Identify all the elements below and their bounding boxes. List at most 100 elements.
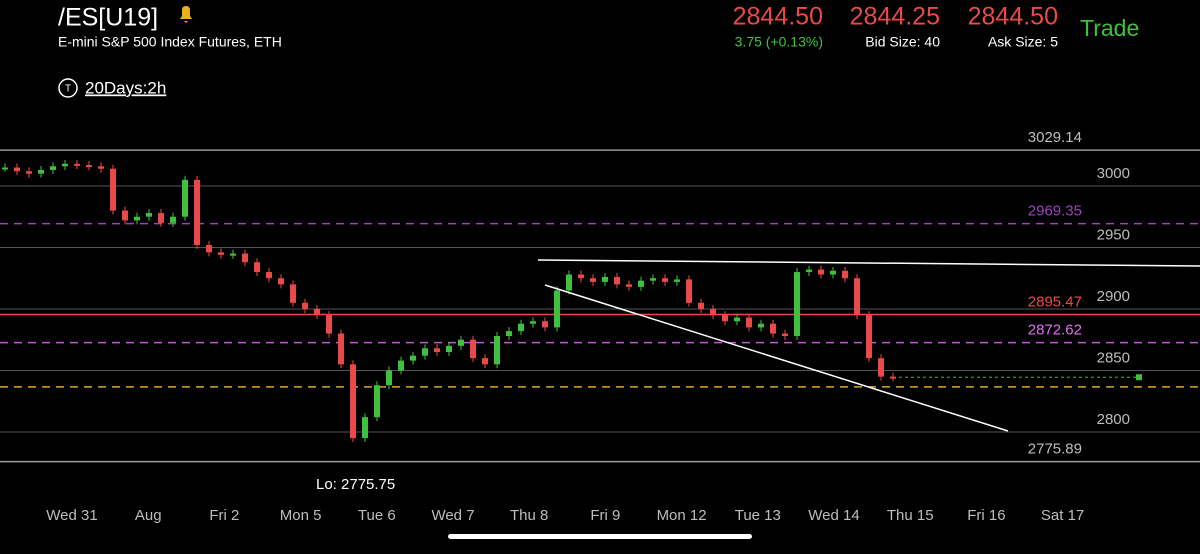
candle-body <box>98 166 104 169</box>
candle-body <box>278 278 284 285</box>
x-tick-label: Sat 17 <box>1041 507 1084 524</box>
candle-body <box>38 169 44 174</box>
candle-body <box>422 348 428 356</box>
x-tick-label: Wed 14 <box>808 507 859 524</box>
alert-bell[interactable] <box>180 6 192 23</box>
candle-body <box>194 179 200 245</box>
candle-body <box>314 308 320 316</box>
x-tick-label: Fri 2 <box>209 507 239 524</box>
price-level-label: 2872.62 <box>1028 322 1082 339</box>
y-tick-label: 2850 <box>1097 349 1130 366</box>
x-tick-label: Wed 7 <box>431 507 474 524</box>
current-price-marker <box>1136 374 1142 381</box>
candle-body <box>386 370 392 386</box>
candle-body <box>302 302 308 309</box>
candle-body <box>674 279 680 282</box>
timeframe-icon-label: T <box>65 84 71 95</box>
candle-body <box>26 171 32 174</box>
x-tick-label: Wed 31 <box>46 507 97 524</box>
candle-body <box>230 253 236 256</box>
candle-body <box>626 284 632 287</box>
candle-body <box>206 244 212 253</box>
trade-button[interactable]: Trade <box>1080 15 1139 41</box>
candle-body <box>890 376 896 379</box>
candle-body <box>782 333 788 337</box>
x-tick-label: Thu 15 <box>887 507 934 524</box>
candle-body <box>434 348 440 353</box>
timeframe[interactable]: 20Days:2h <box>85 78 166 97</box>
candle-body <box>326 315 332 334</box>
symbol: /ES[U19] <box>58 4 158 32</box>
candle-body <box>290 284 296 303</box>
y-tick-label: 3000 <box>1097 165 1130 182</box>
candle-body <box>794 272 800 337</box>
candle-body <box>374 385 380 418</box>
x-tick-label: Fri 9 <box>590 507 620 524</box>
candle-body <box>458 339 464 346</box>
candle-body <box>110 168 116 211</box>
price-level-label: 2775.89 <box>1028 441 1082 458</box>
x-tick-label: Fri 16 <box>967 507 1005 524</box>
candle-body <box>602 276 608 282</box>
trendline-lower <box>544 284 1009 432</box>
price-level-label: 2969.35 <box>1028 203 1082 220</box>
y-tick-label: 2950 <box>1097 226 1130 243</box>
x-tick-label: Tue 6 <box>358 507 396 524</box>
candle-body <box>446 345 452 353</box>
candle-body <box>158 213 164 223</box>
y-tick-label: 2900 <box>1097 288 1130 305</box>
candle-body <box>398 360 404 371</box>
candle-body <box>242 253 248 263</box>
candle-body <box>338 333 344 365</box>
last-price: 2844.50 <box>733 3 823 31</box>
candle-body <box>2 167 8 170</box>
candle-body <box>806 269 812 273</box>
ask-size: Ask Size: 5 <box>988 34 1058 50</box>
candle-body <box>686 279 692 303</box>
x-tick-label: Aug <box>135 507 162 524</box>
x-tick-label: Mon 5 <box>280 507 322 524</box>
candle-body <box>614 276 620 285</box>
candle-body <box>218 252 224 255</box>
candle-body <box>698 302 704 309</box>
x-tick-label: Tue 13 <box>735 507 781 524</box>
timeframe-icon[interactable] <box>58 78 78 98</box>
x-tick-label: Thu 8 <box>510 507 548 524</box>
price-level-label: 2895.47 <box>1028 293 1082 310</box>
candle-body <box>266 272 272 279</box>
candle-body <box>74 163 80 166</box>
chart: 2800 2850 2900 2950 3000 3029.14 2969.35 2895.4… <box>0 129 1200 524</box>
candle-body <box>554 290 560 328</box>
candle-body <box>746 317 752 328</box>
candle-body <box>62 163 68 167</box>
candle-body <box>170 216 176 223</box>
candle-body <box>818 269 824 275</box>
home-indicator <box>448 534 752 539</box>
price-change: 3.75 (+0.13%) <box>735 34 823 50</box>
candle-body <box>86 165 92 168</box>
low-label: Lo: 2775.75 <box>316 476 395 493</box>
candle-body <box>578 274 584 279</box>
candle-body <box>710 308 716 316</box>
trendline-upper <box>537 259 1200 267</box>
candle-body <box>830 270 836 275</box>
bid-size: Bid Size: 40 <box>865 34 940 50</box>
candle-body <box>350 364 356 439</box>
candle-body <box>542 321 548 328</box>
price-level-label: 3029.14 <box>1028 129 1082 146</box>
candle-body <box>566 274 572 291</box>
candle-body <box>722 315 728 322</box>
candle-body <box>506 331 512 337</box>
ask-price: 2844.50 <box>968 3 1058 31</box>
candle-body <box>866 315 872 359</box>
description: E-mini S&P 500 Index Futures, ETH <box>58 34 282 50</box>
candle-body <box>662 278 668 282</box>
candle-body <box>770 323 776 334</box>
candle-body <box>494 336 500 365</box>
candle-body <box>530 321 536 324</box>
candle-body <box>650 278 656 281</box>
candle-body <box>146 213 152 217</box>
candle-body <box>410 355 416 361</box>
candle-body <box>134 216 140 221</box>
